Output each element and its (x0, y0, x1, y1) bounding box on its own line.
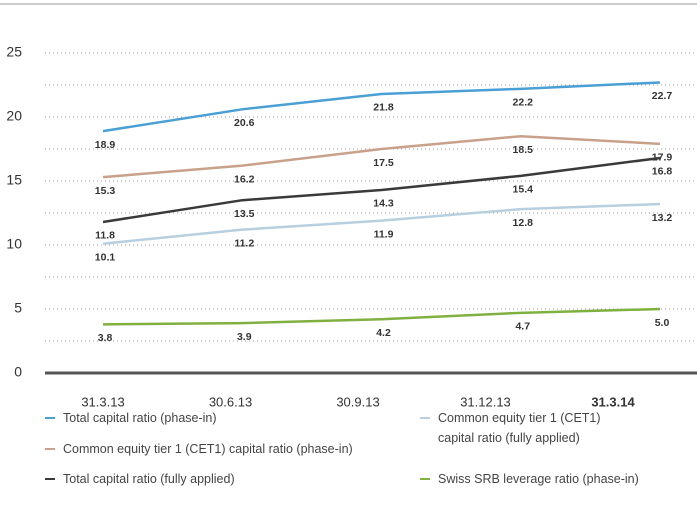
legend-item: Common equity tier 1 (CET1) capital rati… (420, 408, 620, 448)
data-label: 12.8 (513, 217, 534, 229)
x-tick-label: 31.12.13 (460, 394, 511, 409)
data-label: 17.9 (652, 152, 673, 164)
legend-label: Total capital ratio (phase-in) (63, 411, 217, 425)
legend-marker (45, 478, 55, 480)
legend-marker (420, 478, 430, 480)
data-label: 18.5 (513, 144, 534, 156)
legend-item: Common equity tier 1 (CET1) capital rati… (45, 439, 415, 459)
y-tick-label: 25 (6, 44, 22, 60)
legend-label: Common equity tier 1 (CET1) capital rati… (438, 411, 601, 445)
y-tick-label: 10 (6, 236, 22, 252)
data-label: 16.2 (234, 173, 255, 185)
series-line (102, 81, 661, 133)
legend-label: Common equity tier 1 (CET1) capital rati… (63, 442, 353, 456)
y-tick-label: 0 (14, 364, 22, 380)
data-label: 3.8 (98, 332, 113, 344)
data-label: 13.5 (234, 208, 255, 220)
data-label: 18.9 (95, 139, 116, 151)
data-label: 15.4 (513, 184, 534, 196)
data-label: 13.2 (652, 212, 673, 224)
series-line (102, 202, 661, 245)
y-tick-label: 15 (6, 172, 22, 188)
data-label: 11.9 (374, 228, 394, 240)
data-label: 15.3 (95, 185, 116, 197)
legend-marker (420, 417, 430, 419)
x-tick-label: 30.9.13 (336, 394, 379, 409)
data-label: 3.9 (237, 331, 252, 343)
series-line (102, 307, 661, 326)
data-label: 17.5 (373, 157, 394, 169)
data-label: 16.8 (652, 166, 673, 178)
legend-item: Total capital ratio (phase-in) (45, 408, 415, 428)
x-tick-label: 31.3.13 (81, 394, 124, 409)
data-label: 10.1 (95, 252, 116, 264)
data-label: 11.2 (234, 237, 254, 249)
data-label: 11.8 (95, 230, 115, 242)
legend-label: Swiss SRB leverage ratio (phase-in) (438, 472, 639, 486)
legend-label: Total capital ratio (fully applied) (63, 472, 235, 486)
legend-item: Total capital ratio (fully applied) (45, 469, 415, 489)
y-tick-label: 20 (6, 108, 22, 124)
data-label: 4.2 (376, 327, 391, 339)
data-label: 21.8 (373, 102, 394, 114)
series-line (102, 156, 661, 224)
legend-item: Swiss SRB leverage ratio (phase-in) (420, 469, 697, 489)
series-line (102, 134, 661, 179)
data-label: 20.6 (234, 117, 255, 129)
data-label: 22.2 (513, 97, 534, 109)
data-label: 14.3 (373, 198, 394, 210)
data-label: 5.0 (655, 317, 670, 329)
data-label: 22.7 (652, 90, 673, 102)
data-label: 4.7 (515, 321, 530, 333)
legend-marker (45, 417, 55, 419)
legend-marker (45, 448, 55, 450)
x-tick-label: 30.6.13 (209, 394, 252, 409)
y-tick-label: 5 (14, 300, 22, 316)
x-tick-label: 31.3.14 (591, 394, 635, 409)
